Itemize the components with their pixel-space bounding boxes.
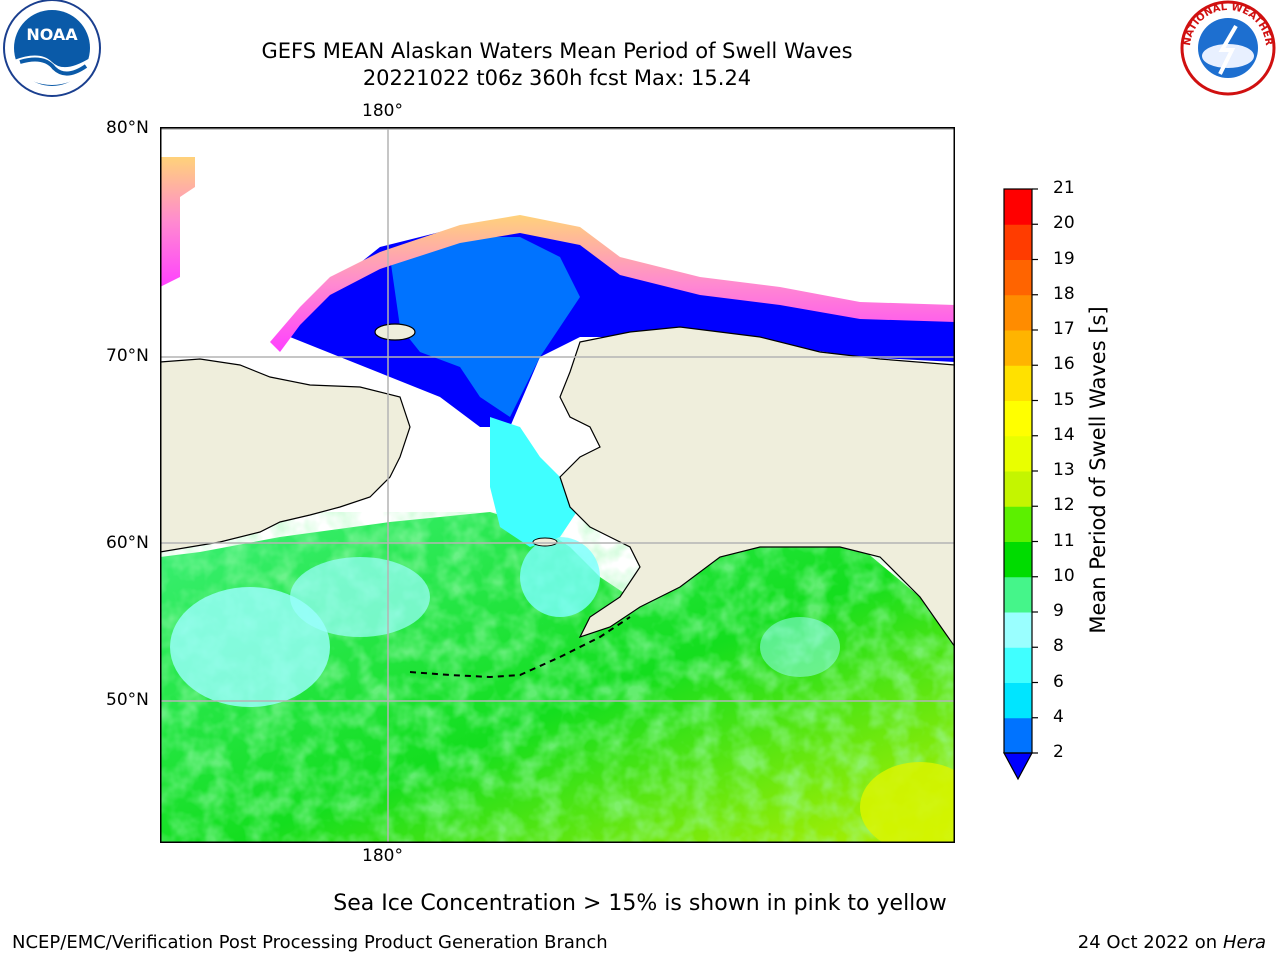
chart-subtitle: 20221022 t06z 360h fcst Max: 15.24 xyxy=(362,66,752,90)
colorbar-segment xyxy=(1004,365,1032,401)
sea-ice-note: Sea Ice Concentration > 15% is shown in … xyxy=(333,891,947,916)
colorbar-segment xyxy=(1004,682,1032,719)
colorbar-tick-label: 6 xyxy=(1053,671,1064,692)
colorbar-tick-labels: 2 4 6 8 9 10 11 12 13 14 15 16 17 18 19 20 21 xyxy=(1053,0,1093,960)
noaa-logo-text: NOAA xyxy=(26,25,78,44)
cyan-patch-bristol xyxy=(520,537,600,617)
colorbar-tick-label: 19 xyxy=(1053,248,1075,269)
wrangel-island xyxy=(374,323,416,341)
colorbar xyxy=(1000,185,1060,785)
colorbar-tick-label: 13 xyxy=(1053,460,1075,480)
graticule xyxy=(160,127,955,843)
map-canvas xyxy=(159,127,980,852)
colorbar-segment xyxy=(1004,400,1032,437)
colorbar-segment xyxy=(1004,647,1032,683)
lon-label-bottom: 180° xyxy=(362,846,403,866)
footer-machine: Hera xyxy=(1222,932,1266,953)
colorbar-segment xyxy=(1004,259,1032,296)
colorbar-segment xyxy=(1004,576,1032,613)
chart-title: GEFS MEAN Alaskan Waters Mean Period of … xyxy=(261,39,853,63)
footer-date: 24 Oct 2022 on xyxy=(1077,932,1223,953)
footer-left: NCEP/EMC/Verification Post Processing Pr… xyxy=(12,932,608,953)
colorbar-tick-label: 14 xyxy=(1053,424,1075,445)
colorbar-svg xyxy=(1002,188,1038,781)
colorbar-tick-label: 9 xyxy=(1053,601,1064,621)
st-lawrence-island xyxy=(532,537,558,547)
colorbar-segment xyxy=(1004,506,1032,542)
colorbar-tick-label: 4 xyxy=(1053,706,1064,727)
chukchi-blue-core xyxy=(390,237,580,417)
colorbar-segment xyxy=(1004,189,1032,225)
lat-label-80: 80°N xyxy=(106,118,149,138)
colorbar-tick-label: 17 xyxy=(1053,319,1075,339)
colorbar-segment xyxy=(1004,435,1032,472)
colorbar-segment xyxy=(1004,541,1032,578)
colorbar-tick-label: 8 xyxy=(1053,636,1064,657)
map-frame xyxy=(160,127,955,843)
colorbar-tick-label: 21 xyxy=(1053,178,1075,198)
colorbar-tick-label: 20 xyxy=(1053,213,1075,234)
land-alaska xyxy=(559,326,956,649)
colorbar-tick-label: 2 xyxy=(1053,742,1064,762)
yellow-patch-southeast xyxy=(860,762,980,852)
lon-label-top: 180° xyxy=(362,101,403,121)
aleutian-islands xyxy=(409,616,631,679)
nws-logo: NATIONAL WEATHER SERVICE xyxy=(1172,0,1280,104)
noaa-logo: NOAA xyxy=(0,0,104,104)
colorbar-tick-label: 18 xyxy=(1053,283,1075,304)
colorbar-label: Mean Period of Swell Waves [s] xyxy=(1086,306,1110,634)
colorbar-segment xyxy=(1004,330,1032,366)
bering-strait-cyan xyxy=(490,417,580,547)
lat-label-50: 50°N xyxy=(106,690,149,710)
cyan-patch-west xyxy=(170,587,330,707)
colorbar-segment xyxy=(1004,471,1032,507)
footer-right: 24 Oct 2022 on Hera xyxy=(1078,932,1266,953)
map-panel xyxy=(159,127,980,852)
lat-label-60: 60°N xyxy=(106,533,149,553)
colorbar-tick-label: 16 xyxy=(1053,354,1075,375)
colorbar-segment xyxy=(1004,612,1032,648)
lat-label-70: 70°N xyxy=(106,346,149,366)
colorbar-segment xyxy=(1004,294,1032,331)
colorbar-segment xyxy=(1004,717,1032,754)
colorbar-tick-label: 10 xyxy=(1053,565,1075,586)
sea-ice-siberian xyxy=(160,157,195,287)
cyan-patch-gulf xyxy=(760,617,840,677)
colorbar-segment xyxy=(1004,224,1032,260)
colorbar-tick-label: 12 xyxy=(1053,495,1075,516)
land-siberia xyxy=(159,358,411,553)
colorbar-under-arrow xyxy=(1002,752,1034,781)
colorbar-tick-label: 11 xyxy=(1053,530,1075,551)
colorbar-tick-label: 15 xyxy=(1053,389,1075,410)
cyan-patch-central xyxy=(290,557,430,637)
